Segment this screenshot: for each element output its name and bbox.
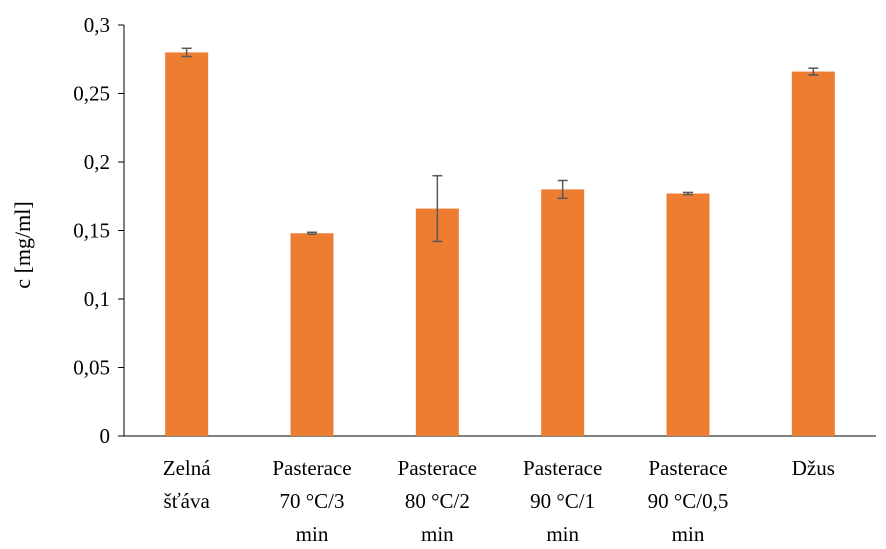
error-bar <box>307 231 317 235</box>
bar <box>290 233 334 436</box>
bars <box>165 52 835 437</box>
x-category-labels: Zelná šťáva Pasterace 70 °C/3 min Pasterace 80… <box>163 456 835 546</box>
y-tick-label: 0,25 <box>73 82 110 106</box>
error-bar <box>432 174 443 243</box>
y-tick-label: 0,2 <box>84 150 110 174</box>
y-tick-label: 0,3 <box>84 13 110 37</box>
x-category-label: Pasterace 90 °C/0,5 min <box>648 456 729 546</box>
error-bar <box>808 67 819 76</box>
x-category-label: Zelná šťáva <box>163 456 211 513</box>
bar <box>541 189 585 436</box>
error-bars <box>181 47 819 243</box>
x-category-label: Pasterace 90 °C/1 min <box>523 456 602 546</box>
axes <box>118 24 876 437</box>
x-category-label: Džus <box>792 456 835 480</box>
error-bar <box>683 191 693 196</box>
y-tick-labels: 0 0,05 0,1 0,15 0,2 0,25 0,3 <box>73 13 110 448</box>
x-category-label: Pasterace 70 °C/3 min <box>272 456 351 546</box>
y-tick-label: 0 <box>100 424 111 448</box>
y-tick-label: 0,1 <box>84 287 110 311</box>
error-bar <box>557 179 568 200</box>
y-axis-title: c [mg/ml] <box>10 201 35 288</box>
x-category-label: Pasterace 80 °C/2 min <box>398 456 477 546</box>
bar <box>791 71 835 436</box>
bar <box>666 193 710 436</box>
bar <box>415 208 459 436</box>
error-bar <box>181 47 192 58</box>
y-tick-label: 0,05 <box>73 356 110 380</box>
bar <box>165 52 209 437</box>
y-tick-label: 0,15 <box>73 219 110 243</box>
